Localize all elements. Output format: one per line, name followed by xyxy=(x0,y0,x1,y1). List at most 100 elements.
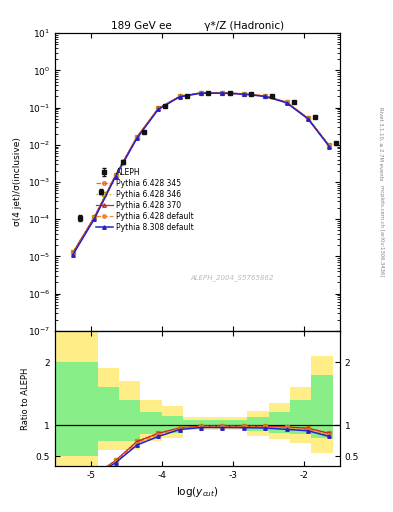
Pythia 6.428 370 xyxy=(263,93,268,99)
Bar xyxy=(98,369,119,450)
Bar xyxy=(269,413,290,433)
Pythia 6.428 345 xyxy=(220,90,225,96)
Pythia 6.428 345 xyxy=(156,105,161,112)
Bar xyxy=(119,400,141,441)
Pythia 6.428 default xyxy=(305,115,310,121)
Pythia 6.428 345 xyxy=(177,93,182,99)
Pythia 6.428 346 xyxy=(199,90,204,96)
Bar xyxy=(247,417,269,431)
Pythia 6.428 346 xyxy=(92,214,97,220)
Pythia 6.428 default xyxy=(220,90,225,96)
Pythia 6.428 345 xyxy=(199,90,204,96)
Text: Rivet 3.1.10, ≥ 2.7M events: Rivet 3.1.10, ≥ 2.7M events xyxy=(379,106,384,180)
Pythia 6.428 346 xyxy=(263,93,268,99)
Pythia 6.428 default xyxy=(113,173,118,179)
Pythia 6.428 346 xyxy=(156,105,161,112)
Pythia 6.428 346 xyxy=(241,91,246,97)
Pythia 6.428 default xyxy=(92,216,97,222)
Pythia 6.428 345 xyxy=(241,91,246,97)
Bar xyxy=(162,416,183,433)
Pythia 8.308 default xyxy=(241,91,246,97)
Pythia 6.428 345 xyxy=(305,115,310,121)
Pythia 6.428 346 xyxy=(305,115,310,121)
Pythia 6.428 345 xyxy=(70,250,75,257)
Title: 189 GeV ee          γ*/Z (Hadronic): 189 GeV ee γ*/Z (Hadronic) xyxy=(111,21,284,31)
Pythia 6.428 370 xyxy=(92,215,97,221)
Bar xyxy=(311,375,333,438)
Y-axis label: Ratio to ALEPH: Ratio to ALEPH xyxy=(21,367,30,430)
Pythia 6.428 default xyxy=(156,106,161,112)
Bar xyxy=(98,387,119,441)
Bar xyxy=(247,411,269,436)
Pythia 6.428 default xyxy=(327,143,332,149)
Pythia 8.308 default xyxy=(113,174,118,180)
Legend: ALEPH, Pythia 6.428 345, Pythia 6.428 346, Pythia 6.428 370, Pythia 6.428 defaul: ALEPH, Pythia 6.428 345, Pythia 6.428 34… xyxy=(96,168,193,231)
Bar xyxy=(76,362,98,457)
Line: Pythia 8.308 default: Pythia 8.308 default xyxy=(71,92,331,257)
Pythia 6.428 370 xyxy=(134,134,139,140)
Bar xyxy=(290,400,311,435)
Pythia 6.428 346 xyxy=(327,142,332,148)
Bar xyxy=(311,356,333,453)
Pythia 6.428 370 xyxy=(70,250,75,256)
Pythia 8.308 default xyxy=(305,116,310,122)
Pythia 6.428 370 xyxy=(220,90,225,96)
Pythia 6.428 default xyxy=(199,90,204,96)
Bar xyxy=(55,331,76,466)
Bar xyxy=(162,406,183,438)
Pythia 8.308 default xyxy=(92,216,97,222)
Pythia 8.308 default xyxy=(284,100,289,106)
Pythia 6.428 345 xyxy=(284,99,289,105)
Pythia 6.428 default xyxy=(134,135,139,141)
Bar xyxy=(226,417,247,430)
Bar xyxy=(76,331,98,466)
Pythia 6.428 370 xyxy=(327,142,332,148)
Pythia 6.428 346 xyxy=(284,99,289,105)
Line: Pythia 6.428 345: Pythia 6.428 345 xyxy=(71,91,331,255)
Pythia 6.428 345 xyxy=(327,142,332,148)
Bar xyxy=(183,420,205,428)
Pythia 6.428 345 xyxy=(113,173,118,179)
Pythia 6.428 370 xyxy=(199,90,204,96)
Pythia 6.428 default xyxy=(263,93,268,99)
Pythia 6.428 default xyxy=(284,99,289,105)
Pythia 6.428 346 xyxy=(177,93,182,99)
Bar xyxy=(55,362,76,457)
Text: mcplots.cern.ch [arXiv:1306.3436]: mcplots.cern.ch [arXiv:1306.3436] xyxy=(379,185,384,276)
Pythia 6.428 370 xyxy=(113,172,118,178)
Bar xyxy=(290,387,311,443)
Bar xyxy=(119,381,141,450)
Pythia 6.428 345 xyxy=(263,93,268,99)
Pythia 6.428 370 xyxy=(177,93,182,99)
Pythia 6.428 370 xyxy=(284,99,289,105)
Pythia 8.308 default xyxy=(177,94,182,100)
Pythia 6.428 default xyxy=(241,91,246,97)
Pythia 6.428 345 xyxy=(92,215,97,221)
Bar xyxy=(205,420,226,428)
Line: Pythia 6.428 346: Pythia 6.428 346 xyxy=(71,91,331,254)
Pythia 8.308 default xyxy=(70,252,75,258)
Pythia 6.428 346 xyxy=(70,249,75,255)
Pythia 6.428 346 xyxy=(134,134,139,140)
Pythia 6.428 370 xyxy=(156,105,161,112)
Pythia 8.308 default xyxy=(134,135,139,141)
Bar xyxy=(269,403,290,439)
Bar xyxy=(226,420,247,428)
Line: Pythia 6.428 370: Pythia 6.428 370 xyxy=(71,91,331,254)
Pythia 8.308 default xyxy=(199,90,204,96)
Bar xyxy=(205,417,226,430)
Pythia 6.428 370 xyxy=(241,91,246,97)
Pythia 8.308 default xyxy=(327,143,332,150)
Line: Pythia 6.428 default: Pythia 6.428 default xyxy=(71,91,331,256)
Pythia 6.428 370 xyxy=(305,115,310,121)
Pythia 6.428 346 xyxy=(113,172,118,178)
Pythia 8.308 default xyxy=(156,106,161,113)
Pythia 6.428 default xyxy=(70,251,75,257)
Y-axis label: σ(4 jet)/σ(inclusive): σ(4 jet)/σ(inclusive) xyxy=(13,138,22,226)
Bar xyxy=(183,417,205,430)
Bar xyxy=(141,400,162,441)
Text: ALEPH_2004_S5765862: ALEPH_2004_S5765862 xyxy=(190,274,274,281)
Pythia 6.428 default xyxy=(177,94,182,100)
Pythia 6.428 345 xyxy=(134,134,139,140)
X-axis label: log($y_{cut}$): log($y_{cut}$) xyxy=(176,485,219,499)
